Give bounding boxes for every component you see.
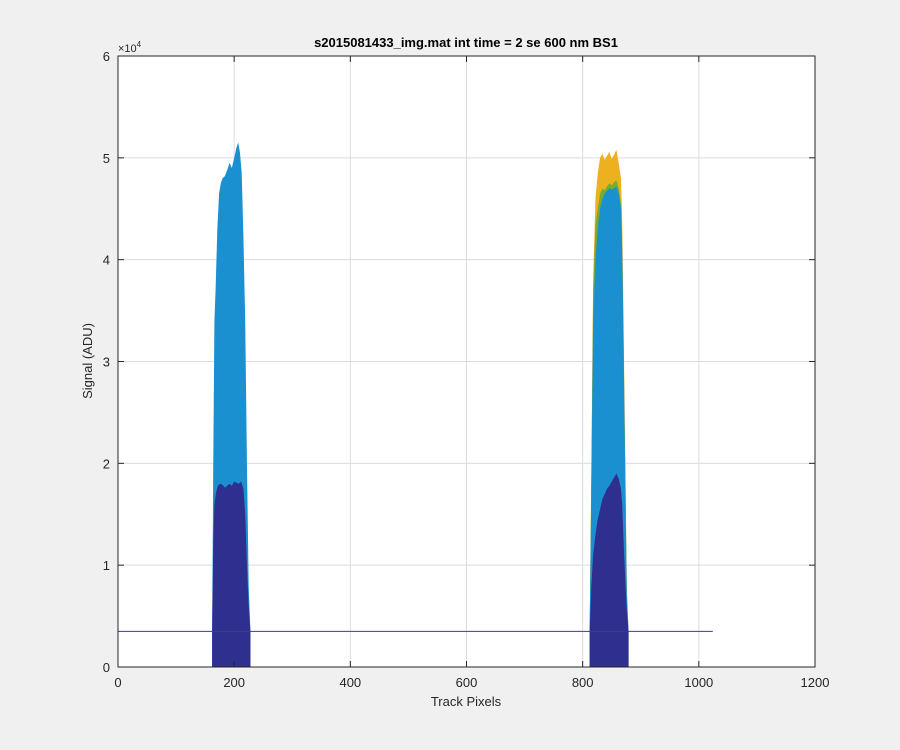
data-areas [212,142,629,668]
y-ticks: 0 1 2 3 4 5 6 [103,49,815,675]
y-tick-label: 4 [103,253,110,268]
x-tick-label: 200 [223,675,245,690]
x-tick-label: 0 [114,675,121,690]
x-axis-label: Track Pixels [431,694,502,709]
y-exponent-label: ×104 [118,40,142,55]
series-area-5 [589,473,629,667]
chart-title: s2015081433_img.mat int time = 2 se 600 … [314,35,618,50]
series-area-4 [212,481,251,667]
x-tick-label: 600 [456,675,478,690]
x-tick-label: 400 [339,675,361,690]
x-tick-label: 1000 [684,675,713,690]
x-ticks: 0 200 400 600 800 1000 1200 [114,56,829,690]
y-axis-label: Signal (ADU) [80,323,95,399]
x-tick-label: 1200 [801,675,830,690]
y-tick-label: 0 [103,660,110,675]
y-tick-label: 5 [103,151,110,166]
y-tick-label: 2 [103,456,110,471]
y-tick-label: 6 [103,49,110,64]
x-tick-label: 800 [572,675,594,690]
y-tick-label: 1 [103,558,110,573]
y-tick-label: 3 [103,355,110,370]
